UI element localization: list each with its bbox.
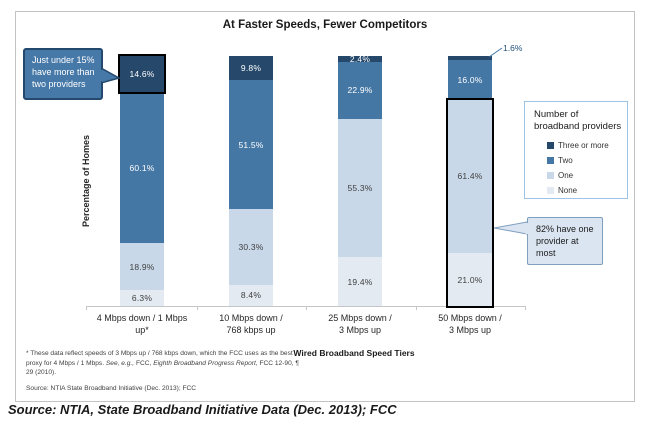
data-label: 60.1% [129,162,155,173]
legend-item-one: One [547,171,623,180]
callout-left-text: Just under 15% have more than two provid… [32,55,95,90]
callout-right-tail-icon [494,221,528,235]
bar-segment-three-or-more [338,55,382,62]
bar-segment-two [120,92,164,243]
data-label: 21.0% [457,274,483,285]
bar-segment-three-or-more [448,55,492,60]
bar-segment-one [229,209,273,285]
footnote-text-italic: See, e.g., [105,359,135,367]
x-axis-tick [86,306,87,310]
callout-one-provider-at-most: 82% have one provider at most [527,217,603,265]
data-label: 55.3% [347,183,373,194]
data-label: 30.3% [238,241,264,252]
bar-segment-two [338,61,382,119]
footnote-text: * These data reflect speeds of 3 Mbps up… [26,350,293,367]
footnote-source: Source: NTIA State Broadband Initiative … [26,384,197,392]
x-axis-category-label: 4 Mbps down / 1 Mbps up* [96,313,188,335]
chart-title: At Faster Speeds, Fewer Competitors [222,19,428,31]
legend: Number of broadband providers Three or m… [524,101,628,199]
callout-right-text: 82% have one provider at most [536,224,594,259]
legend-swatch-icon [547,171,554,179]
legend-swatch-icon [547,156,554,164]
leader-line-icon [488,47,503,58]
bar-segment-none [448,253,492,306]
data-label: 8.4% [240,290,262,301]
data-label: 19.4% [347,276,373,287]
footnote-body: * These data reflect speeds of 3 Mbps up… [26,349,300,378]
legend-item-none: None [547,186,623,195]
data-label: 14.6% [129,69,155,80]
x-axis-category-label: 10 Mbps down / 768 kbps up [219,313,283,335]
callout-left-tail-icon [101,67,121,84]
legend-swatch-icon [547,186,554,194]
bar-segment-three-or-more [120,55,164,93]
data-label: 9.8% [240,62,262,73]
legend-title: Number of broadband providers [534,109,622,132]
data-label-1-6-pct: 1.6% [503,43,523,53]
bar-segment-none [120,290,164,306]
legend-label: None [558,185,578,195]
footnote-text-italic: Eighth Broadband Progress Report, [153,359,258,367]
chart-figure: At Faster Speeds, Fewer Competitors Perc… [15,11,635,402]
data-label: 18.9% [129,261,155,272]
legend-swatch-icon [547,141,554,149]
data-label: 6.3% [131,293,153,304]
x-axis-line [86,306,525,307]
data-label: 22.9% [347,85,373,96]
data-label: 51.5% [238,139,264,150]
callout-more-than-two-providers: Just under 15% have more than two provid… [23,48,103,100]
x-axis-title: Wired Broadband Speed Tiers [293,348,415,358]
x-axis-tick [525,306,526,310]
source-caption: Source: NTIA, State Broadband Initiative… [8,402,397,417]
bar-segment-two [448,59,492,100]
x-axis-tick [306,306,307,310]
data-label: 16.0% [457,74,483,85]
legend-label: Two [558,155,573,165]
x-axis-category-label: 25 Mbps down / 3 Mbps up [328,313,392,335]
bar-segment-two [229,80,273,210]
bar-segment-none [338,257,382,306]
bar-segment-three-or-more [229,55,273,81]
bar-segment-none [229,284,273,306]
bar-segment-one [120,242,164,291]
bar-segment-one [448,99,492,254]
footnote-text: FCC, [134,359,154,367]
x-axis-category-label: 50 Mbps down / 3 Mbps up [438,313,502,335]
x-axis-tick [415,306,417,310]
x-axis-tick [196,306,198,310]
footnote-text: FCC 12-90, ¶ 29 (2010). [26,359,299,377]
highlight-outline [446,97,494,308]
data-label: 61.4% [457,171,483,182]
legend-label: One [558,170,574,180]
plot-area: 6.3% 18.9% 60.1% 14.6% 4 Mbps down / 1 Mbps … [16,12,634,401]
legend-label: Three or more [558,140,609,150]
bar-segment-one [338,118,382,258]
highlight-outline [118,53,166,95]
data-label: 2.4% [349,53,371,64]
footnote: * These data reflect speeds of 3 Mbps up… [26,349,300,393]
legend-item-three-or-more: Three or more [547,141,623,150]
legend-item-two: Two [547,156,623,165]
